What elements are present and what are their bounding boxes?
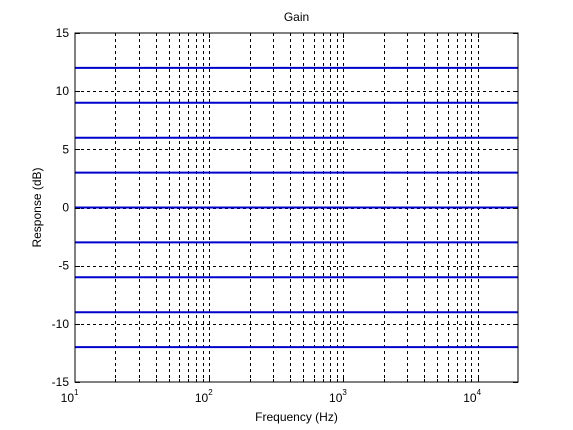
x-tick-label-base: 10 <box>463 391 477 405</box>
y-tick-label: -5 <box>58 259 69 273</box>
x-tick-label-exponent: 1 <box>74 388 79 397</box>
y-axis-label: Response (dB) <box>30 167 44 247</box>
x-tick-labels: 10 1 10 2 10 3 10 4 <box>61 388 482 405</box>
x-axis-label: Frequency (Hz) <box>255 410 338 424</box>
y-tick-label: 0 <box>62 201 69 215</box>
x-tick-label: 10 2 <box>195 388 213 405</box>
x-tick-label: 10 4 <box>463 388 481 405</box>
y-tick-labels: -15 -10 -5 0 5 10 15 <box>52 26 70 389</box>
x-tick-label: 10 1 <box>61 388 79 405</box>
tick-marks <box>75 33 518 383</box>
x-tick-label-exponent: 2 <box>208 388 213 397</box>
chart-title: Gain <box>284 10 309 24</box>
y-tick-label: -10 <box>52 317 70 331</box>
y-tick-label: 10 <box>56 84 70 98</box>
y-tick-label: 15 <box>56 26 70 40</box>
x-tick-label-exponent: 3 <box>342 388 347 397</box>
y-tick-label: 5 <box>62 142 69 156</box>
series-lines <box>75 66 518 349</box>
x-tick-label-base: 10 <box>61 391 75 405</box>
plot-area <box>74 32 519 383</box>
x-tick-label-base: 10 <box>195 391 209 405</box>
x-tick-label-base: 10 <box>329 391 343 405</box>
y-tick-label: -15 <box>52 375 70 389</box>
x-tick-label-exponent: 4 <box>477 388 482 397</box>
x-tick-label: 10 3 <box>329 388 347 405</box>
